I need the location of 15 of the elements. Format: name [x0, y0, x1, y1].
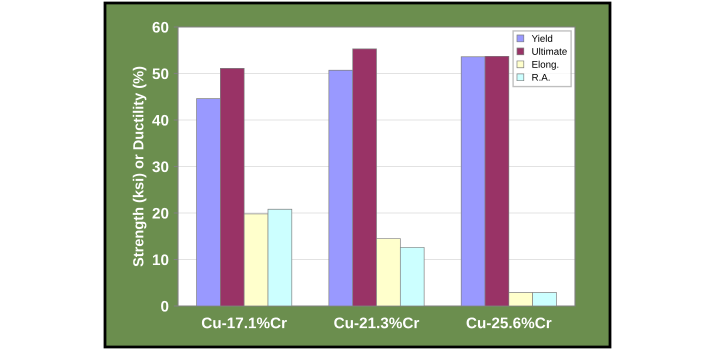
- y-tick-label: 30: [152, 161, 168, 172]
- y-tick-label: 50: [152, 68, 168, 80]
- x-tick-label: Cu-25.6%Cr: [466, 318, 552, 328]
- legend-label: Yield: [532, 34, 552, 42]
- x-tick-label: Cu-17.1%Cr: [202, 318, 287, 328]
- y-tick-label: 40: [152, 114, 168, 126]
- legend-label: Elong.: [532, 60, 558, 70]
- x-tick-label: Cu-21.3%Cr: [334, 318, 420, 328]
- y-tick-label: 0: [161, 300, 168, 312]
- y-tick-label: 20: [152, 208, 168, 219]
- legend-label: R.A.: [532, 74, 550, 81]
- y-tick-label: 60: [152, 22, 168, 33]
- legend-label: Ultimate: [532, 48, 567, 55]
- y-tick-label: 10: [152, 254, 168, 266]
- y-axis-title: Strength (ksi) or Ductility (%): [132, 66, 146, 267]
